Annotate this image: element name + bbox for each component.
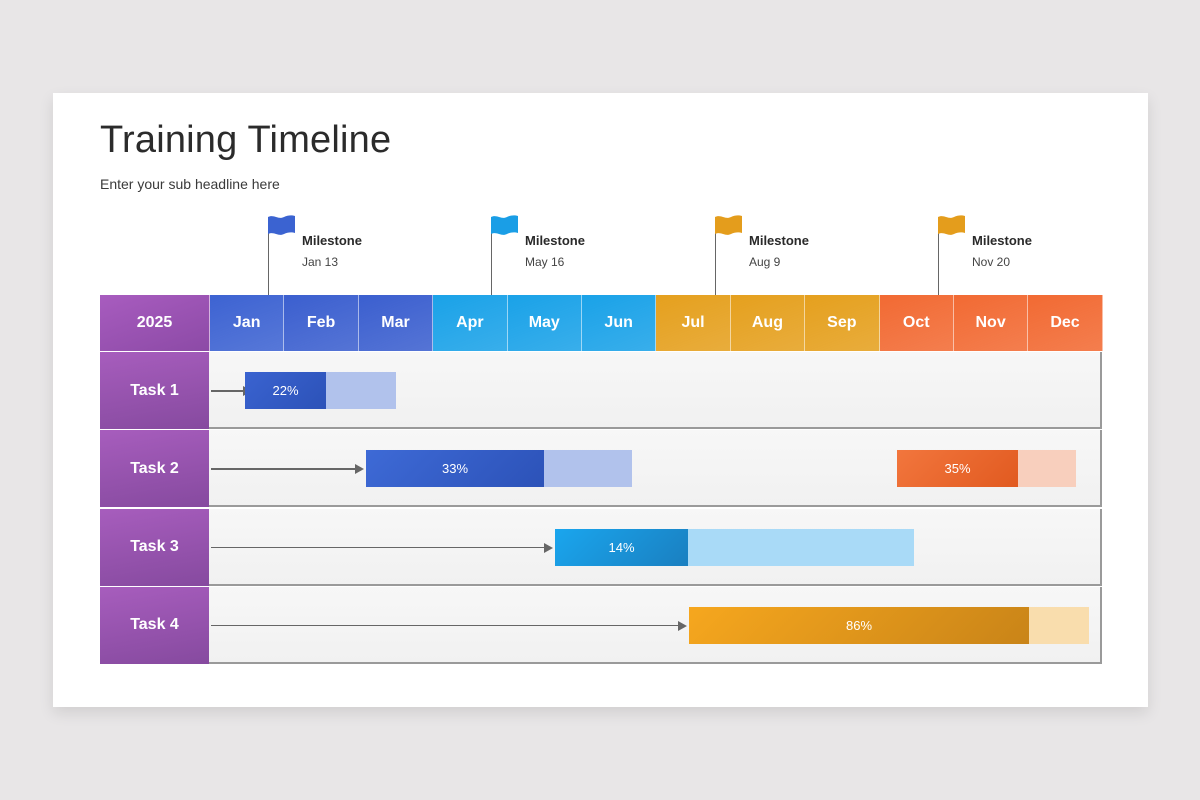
task-bar[interactable]: 14% <box>555 528 914 566</box>
task-bar[interactable]: 33% <box>366 450 632 488</box>
month-cell-may: May <box>507 295 582 351</box>
task-bar[interactable]: 22% <box>245 372 396 409</box>
progress-label: 22% <box>272 383 299 398</box>
task-track: 33% 35% <box>209 430 1102 508</box>
progress-label: 33% <box>441 461 469 477</box>
bar-progress: 86% <box>689 606 1029 644</box>
flag-icon <box>938 215 965 235</box>
task-label: Task 4 <box>100 586 209 664</box>
task-bar[interactable]: 35% <box>897 450 1076 488</box>
task-row: Task 4 86% <box>100 586 1102 664</box>
month-cell-nov: Nov <box>953 295 1029 351</box>
bar-progress: 14% <box>555 528 688 566</box>
arrow-head-icon <box>544 542 553 553</box>
month-cell-jul: Jul <box>656 295 731 351</box>
flag-icon <box>268 215 295 235</box>
milestone-date: Jan 13 <box>302 255 339 269</box>
milestone-label: Milestone <box>525 233 585 248</box>
progress-label: 86% <box>845 617 873 633</box>
task-label: Task 2 <box>100 430 209 508</box>
milestone-label: Milestone <box>302 233 362 248</box>
month-cell-feb: Feb <box>284 295 359 351</box>
arrow-line <box>211 624 678 627</box>
year-cell: 2025 <box>100 295 210 351</box>
bar-progress: 33% <box>366 450 544 488</box>
task-track: 22% <box>209 352 1102 429</box>
task-rows: Task 1 22% Task 2 33% 35% Task 3 14% Task 4 86% <box>100 352 1102 665</box>
milestone-label: Milestone <box>972 233 1032 248</box>
month-cell-jun: Jun <box>581 295 657 351</box>
page-subtitle: Enter your sub headline here <box>100 176 280 192</box>
task-row: Task 2 33% 35% <box>100 430 1102 508</box>
month-cell-oct: Oct <box>879 295 954 351</box>
bar-progress: 35% <box>897 450 1018 488</box>
milestone-pole <box>268 217 269 295</box>
arrow-line <box>211 546 544 549</box>
arrow-head-icon <box>355 464 364 475</box>
task-row: Task 3 14% <box>100 508 1102 586</box>
month-cell-sep: Sep <box>805 295 880 351</box>
progress-label: 14% <box>608 539 635 555</box>
task-row: Task 1 22% <box>100 352 1102 429</box>
month-cell-apr: Apr <box>433 295 508 351</box>
slide: Training Timeline Enter your sub headlin… <box>53 93 1148 707</box>
bar-remaining <box>544 450 632 488</box>
month-cells: Jan Feb Mar Apr May Jun Jul Aug Sep Oct Nov Dec <box>210 295 1103 351</box>
milestone-pole <box>491 217 492 295</box>
milestone-label: Milestone <box>749 233 809 248</box>
arrow-head-icon <box>678 620 687 631</box>
task-label: Task 3 <box>100 508 209 586</box>
milestone-pole <box>715 217 716 295</box>
month-cell-mar: Mar <box>358 295 434 351</box>
task-label: Task 1 <box>100 352 209 429</box>
bar-remaining <box>1018 450 1076 488</box>
progress-label: 35% <box>944 461 971 477</box>
timeline-header: 2025 Jan Feb Mar Apr May Jun Jul Aug Sep Oct Nov De… <box>100 295 1103 351</box>
arrow-line <box>211 468 355 470</box>
milestone-date: Nov 20 <box>972 255 1011 269</box>
month-cell-dec: Dec <box>1028 295 1103 351</box>
task-track: 14% <box>209 508 1102 586</box>
month-cell-aug: Aug <box>730 295 806 351</box>
arrow-line <box>211 390 243 392</box>
flag-icon <box>491 215 518 235</box>
milestone-date: May 16 <box>525 255 565 269</box>
task-track: 86% <box>209 586 1102 664</box>
bar-remaining <box>326 372 396 409</box>
bar-remaining <box>688 528 914 566</box>
bar-progress: 22% <box>245 372 326 409</box>
bar-remaining <box>1029 606 1089 644</box>
task-bar[interactable]: 86% <box>689 606 1089 644</box>
milestone-pole <box>938 217 939 295</box>
page-title: Training Timeline <box>100 119 392 161</box>
flag-icon <box>715 215 742 235</box>
month-cell-jan: Jan <box>210 295 285 351</box>
milestone-date: Aug 9 <box>749 255 781 269</box>
